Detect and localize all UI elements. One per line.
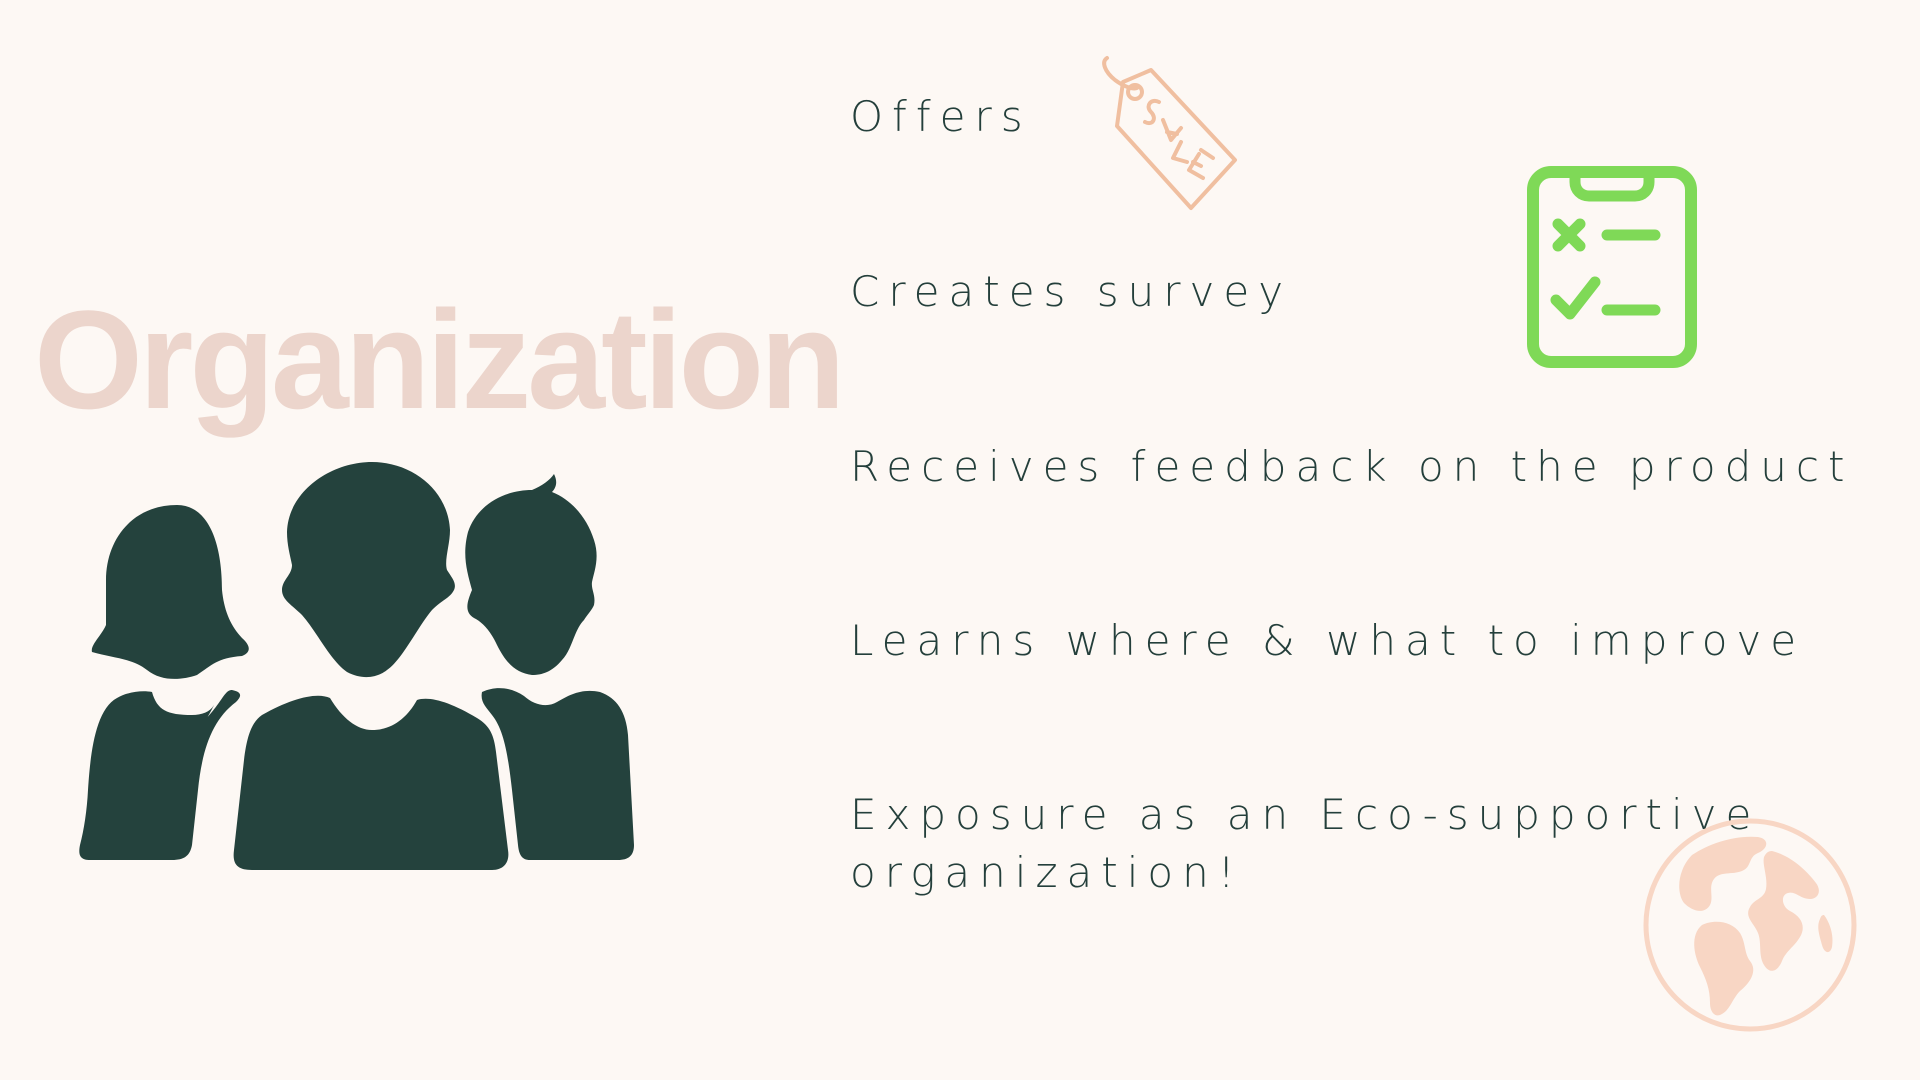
list-item-text-line-1: Exposure as an Eco-supportive: [850, 790, 1761, 839]
globe-icon: [1643, 818, 1857, 1032]
list-item-text: Receives feedback on the product: [850, 442, 1854, 491]
list-item-learns-improve: Learns where & what to improve: [850, 612, 1805, 670]
list-item-text-line-2: organization!: [850, 848, 1244, 897]
list-item-text: Learns where & what to improve: [850, 616, 1806, 665]
sale-tag-icon: [1102, 56, 1237, 210]
clipboard-checklist-icon: [1527, 166, 1697, 368]
list-item-offers: Offers: [850, 88, 1032, 146]
list-item-receives-feedback: Receives feedback on the product: [850, 438, 1853, 496]
list-item-exposure: Exposure as an Eco-supportive organizati…: [850, 786, 1760, 902]
list-item-text: Creates survey: [850, 267, 1293, 316]
list-item-text: Offers: [850, 92, 1032, 141]
list-item-creates-survey: Creates survey: [850, 263, 1292, 321]
group-of-people-icon: [79, 462, 634, 870]
slide-title: Organization: [34, 281, 846, 438]
